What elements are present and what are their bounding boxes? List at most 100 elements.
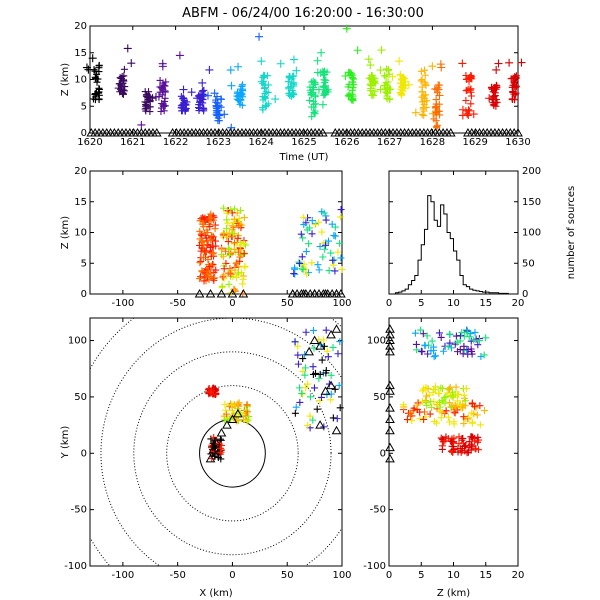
source-point xyxy=(476,337,484,345)
source-point xyxy=(123,44,132,53)
source-point xyxy=(338,266,346,274)
source-point xyxy=(308,90,316,98)
x-tick-label: 100 xyxy=(332,298,351,309)
source-point xyxy=(492,96,500,104)
source-point xyxy=(261,95,269,103)
source-point xyxy=(474,341,482,349)
source-point xyxy=(193,94,202,103)
source-point xyxy=(154,92,163,101)
source-point xyxy=(120,65,128,73)
station-triangle xyxy=(205,453,216,463)
y-tick-label: 50 xyxy=(522,258,535,269)
source-point xyxy=(239,280,247,288)
source-point xyxy=(407,412,415,420)
source-point xyxy=(201,247,209,255)
source-point xyxy=(316,397,324,405)
source-point xyxy=(468,442,476,450)
source-point xyxy=(301,364,309,372)
source-point xyxy=(322,76,330,84)
source-point xyxy=(465,333,473,341)
source-point xyxy=(435,91,444,100)
y-tick-label: 150 xyxy=(522,197,541,208)
source-point xyxy=(323,347,331,355)
station-triangle xyxy=(320,386,331,395)
x-tick-label: 1629 xyxy=(462,137,487,148)
station-triangle xyxy=(385,403,395,412)
source-point xyxy=(299,265,307,273)
y-tick-label: 0 xyxy=(380,448,386,459)
source-point xyxy=(234,92,242,100)
source-point xyxy=(322,241,330,249)
source-point xyxy=(403,416,411,424)
source-point xyxy=(419,387,427,395)
source-point xyxy=(309,326,317,334)
source-point xyxy=(311,107,319,115)
source-point xyxy=(225,280,233,288)
source-point xyxy=(460,442,468,450)
source-point xyxy=(463,86,471,94)
source-point xyxy=(310,384,318,392)
source-point xyxy=(308,217,316,225)
source-point xyxy=(196,275,204,283)
source-point xyxy=(292,66,301,75)
y-axis-label: Z (km) xyxy=(60,216,71,249)
source-point xyxy=(200,241,208,249)
source-point xyxy=(159,85,167,93)
source-point xyxy=(233,259,241,267)
source-point xyxy=(437,333,445,341)
source-point xyxy=(447,344,455,352)
source-point xyxy=(420,97,428,105)
source-point xyxy=(445,386,453,394)
source-point xyxy=(127,59,136,68)
source-point xyxy=(206,215,214,223)
source-point xyxy=(196,259,204,267)
source-point xyxy=(435,329,443,337)
source-point xyxy=(449,438,457,446)
source-point xyxy=(299,390,307,398)
source-point xyxy=(290,91,298,99)
source-point xyxy=(146,108,154,116)
x-tick-label: 5 xyxy=(418,570,424,581)
source-point xyxy=(180,96,188,104)
source-point xyxy=(224,219,232,227)
station-triangle xyxy=(513,127,523,137)
source-point xyxy=(308,259,316,267)
source-point xyxy=(439,347,447,355)
source-point xyxy=(238,82,246,90)
source-point xyxy=(119,79,127,87)
source-point xyxy=(310,103,318,111)
outlier-point xyxy=(175,51,184,60)
source-point xyxy=(318,228,326,236)
source-point xyxy=(299,367,307,375)
range-ring xyxy=(100,318,342,566)
source-point xyxy=(260,72,268,80)
source-point xyxy=(206,262,214,270)
source-point xyxy=(421,71,429,79)
source-point xyxy=(329,256,337,264)
y-tick-label: 0 xyxy=(81,128,87,139)
source-point xyxy=(289,55,298,64)
source-point xyxy=(412,340,420,348)
source-point xyxy=(160,107,168,115)
source-point xyxy=(420,111,428,119)
source-point xyxy=(207,387,215,395)
plot-frame xyxy=(89,25,519,134)
source-point xyxy=(315,266,323,274)
source-point xyxy=(432,109,440,117)
source-point xyxy=(264,81,272,89)
source-point xyxy=(217,448,225,456)
source-point xyxy=(336,404,344,412)
source-point xyxy=(320,336,328,344)
source-point xyxy=(461,397,469,405)
source-point xyxy=(294,351,302,359)
x-tick-label: 10 xyxy=(447,298,460,309)
source-point xyxy=(399,401,407,409)
source-point xyxy=(432,386,440,394)
x-tick-label: -50 xyxy=(169,298,185,309)
source-point xyxy=(238,268,246,276)
time-height-panel: 1620 1621 1622 1623 1624 1625 1626 1627 1628 1629… xyxy=(60,21,531,163)
source-point xyxy=(296,384,304,392)
source-point xyxy=(365,74,374,83)
plot-frame xyxy=(89,170,343,295)
source-point xyxy=(462,96,470,104)
